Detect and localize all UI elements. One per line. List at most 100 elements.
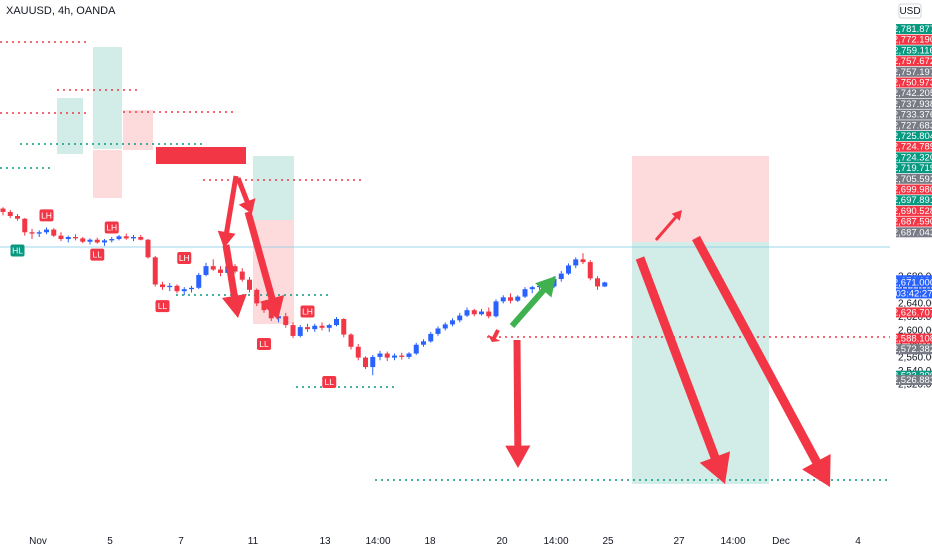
currency-badge: USD bbox=[898, 3, 922, 19]
x-tick-label: Dec bbox=[772, 536, 790, 547]
candle-body bbox=[254, 289, 260, 304]
price-tag-text: 2,724.320 bbox=[893, 152, 932, 163]
price-tag-bg bbox=[896, 344, 932, 355]
candle bbox=[500, 295, 506, 304]
price-tag: 2,705.592 bbox=[893, 173, 932, 185]
y-tick-label: 2,640.000 bbox=[898, 298, 932, 309]
price-tag-bg bbox=[896, 163, 932, 174]
candle bbox=[428, 331, 434, 343]
candle bbox=[384, 351, 390, 361]
price-tag: 2,750.973 bbox=[893, 77, 932, 89]
price-tag-text: 2,572.382 bbox=[893, 344, 932, 355]
swing-label-text: LH bbox=[179, 253, 190, 263]
candle-body bbox=[471, 310, 477, 315]
price-tag-text: 2,626.707 bbox=[893, 307, 932, 318]
price-tag-text: 2,759.116 bbox=[893, 45, 932, 56]
candle bbox=[80, 237, 86, 244]
candle-body bbox=[421, 341, 426, 345]
candle-body bbox=[558, 273, 564, 280]
candle bbox=[406, 352, 412, 359]
candle-body bbox=[573, 259, 579, 266]
time-axis[interactable]: Nov 5 7 11 13 14:00 18 20 14:00 25 27 14:00 Dec 4 bbox=[29, 536, 861, 547]
price-tag-bg bbox=[896, 131, 932, 141]
candle-body bbox=[493, 301, 499, 317]
price-tag-bg bbox=[896, 77, 932, 88]
swing-label-text: LL bbox=[325, 377, 335, 387]
candle bbox=[0, 207, 6, 216]
candle-body bbox=[348, 334, 354, 347]
swing-label-text: LL bbox=[93, 250, 103, 260]
candle bbox=[102, 239, 107, 246]
candle-body bbox=[297, 327, 303, 336]
price-tag: 2,526.883 bbox=[893, 375, 932, 386]
candle-body bbox=[29, 232, 35, 234]
candle-body bbox=[370, 356, 376, 368]
candle bbox=[145, 239, 151, 259]
candle-body bbox=[334, 318, 339, 326]
candle-body bbox=[457, 315, 463, 321]
price-tag: 2,588.108 bbox=[893, 333, 932, 345]
candle bbox=[442, 322, 448, 331]
price-tag-text: 2,699.980 bbox=[893, 185, 932, 196]
green-zone bbox=[57, 98, 83, 154]
candle-body bbox=[392, 355, 397, 358]
candle-body bbox=[218, 269, 223, 273]
candle bbox=[529, 285, 535, 294]
price-tag-bg bbox=[896, 333, 932, 344]
candle-body bbox=[87, 239, 93, 242]
candle bbox=[471, 308, 477, 317]
down-arrow bbox=[692, 235, 831, 487]
price-tag-text: 2,781.877 bbox=[893, 24, 932, 35]
candle bbox=[189, 285, 194, 293]
price-tag-text: 2,750.973 bbox=[893, 78, 932, 89]
supply-block bbox=[156, 147, 246, 164]
price-tag: 2,724.789 bbox=[893, 141, 932, 153]
x-tick-label: 25 bbox=[602, 536, 614, 547]
candle-body bbox=[116, 236, 122, 240]
candle-body bbox=[181, 289, 187, 292]
green-zone bbox=[253, 156, 294, 220]
price-tag: 2,742.205 bbox=[893, 88, 932, 99]
price-tag-bg bbox=[896, 98, 932, 109]
candle bbox=[413, 342, 419, 355]
price-tag-text: 2,690.528 bbox=[893, 206, 932, 217]
candle-body bbox=[290, 325, 296, 336]
price-axis[interactable]: 2,781.8772,772.1902,759.1162,757.6722,75… bbox=[893, 3, 932, 391]
swing-label: LL bbox=[257, 338, 271, 351]
candle-body bbox=[167, 285, 173, 288]
x-tick-label: 11 bbox=[248, 536, 259, 547]
candle-body bbox=[587, 262, 593, 279]
candle-body bbox=[73, 237, 78, 239]
price-tag-text: 2,757.197 bbox=[893, 67, 932, 78]
candle bbox=[65, 235, 71, 243]
swing-label-bg bbox=[104, 221, 119, 234]
price-tag: 2,626.707 bbox=[893, 307, 932, 318]
y-tick-label: 2,520.000 bbox=[898, 380, 932, 391]
candle-body bbox=[131, 237, 136, 239]
candle-body bbox=[109, 239, 115, 241]
swing-label-bg bbox=[177, 252, 192, 265]
candle-body bbox=[268, 310, 274, 319]
candle bbox=[131, 234, 136, 242]
candle-body bbox=[508, 297, 513, 301]
candle-body bbox=[522, 289, 528, 297]
candle-body bbox=[102, 240, 107, 243]
candle bbox=[392, 353, 397, 361]
price-tag-bg bbox=[896, 45, 932, 56]
candle-body bbox=[0, 208, 6, 212]
candle bbox=[486, 307, 492, 319]
price-tag-bg bbox=[896, 227, 932, 238]
candle-body bbox=[138, 237, 144, 240]
x-tick-label: 14:00 bbox=[720, 536, 745, 547]
price-tag-text: 2,588.108 bbox=[893, 334, 932, 345]
candle-body bbox=[44, 229, 49, 233]
down-arrow bbox=[635, 256, 731, 484]
swing-label-text: LH bbox=[41, 210, 52, 220]
price-tag-bg bbox=[896, 120, 932, 131]
price-tag-bg bbox=[896, 173, 932, 184]
countdown-tag: 03:42:27 bbox=[896, 288, 932, 299]
candle bbox=[457, 312, 463, 323]
candle bbox=[334, 316, 339, 327]
candle bbox=[493, 299, 499, 318]
